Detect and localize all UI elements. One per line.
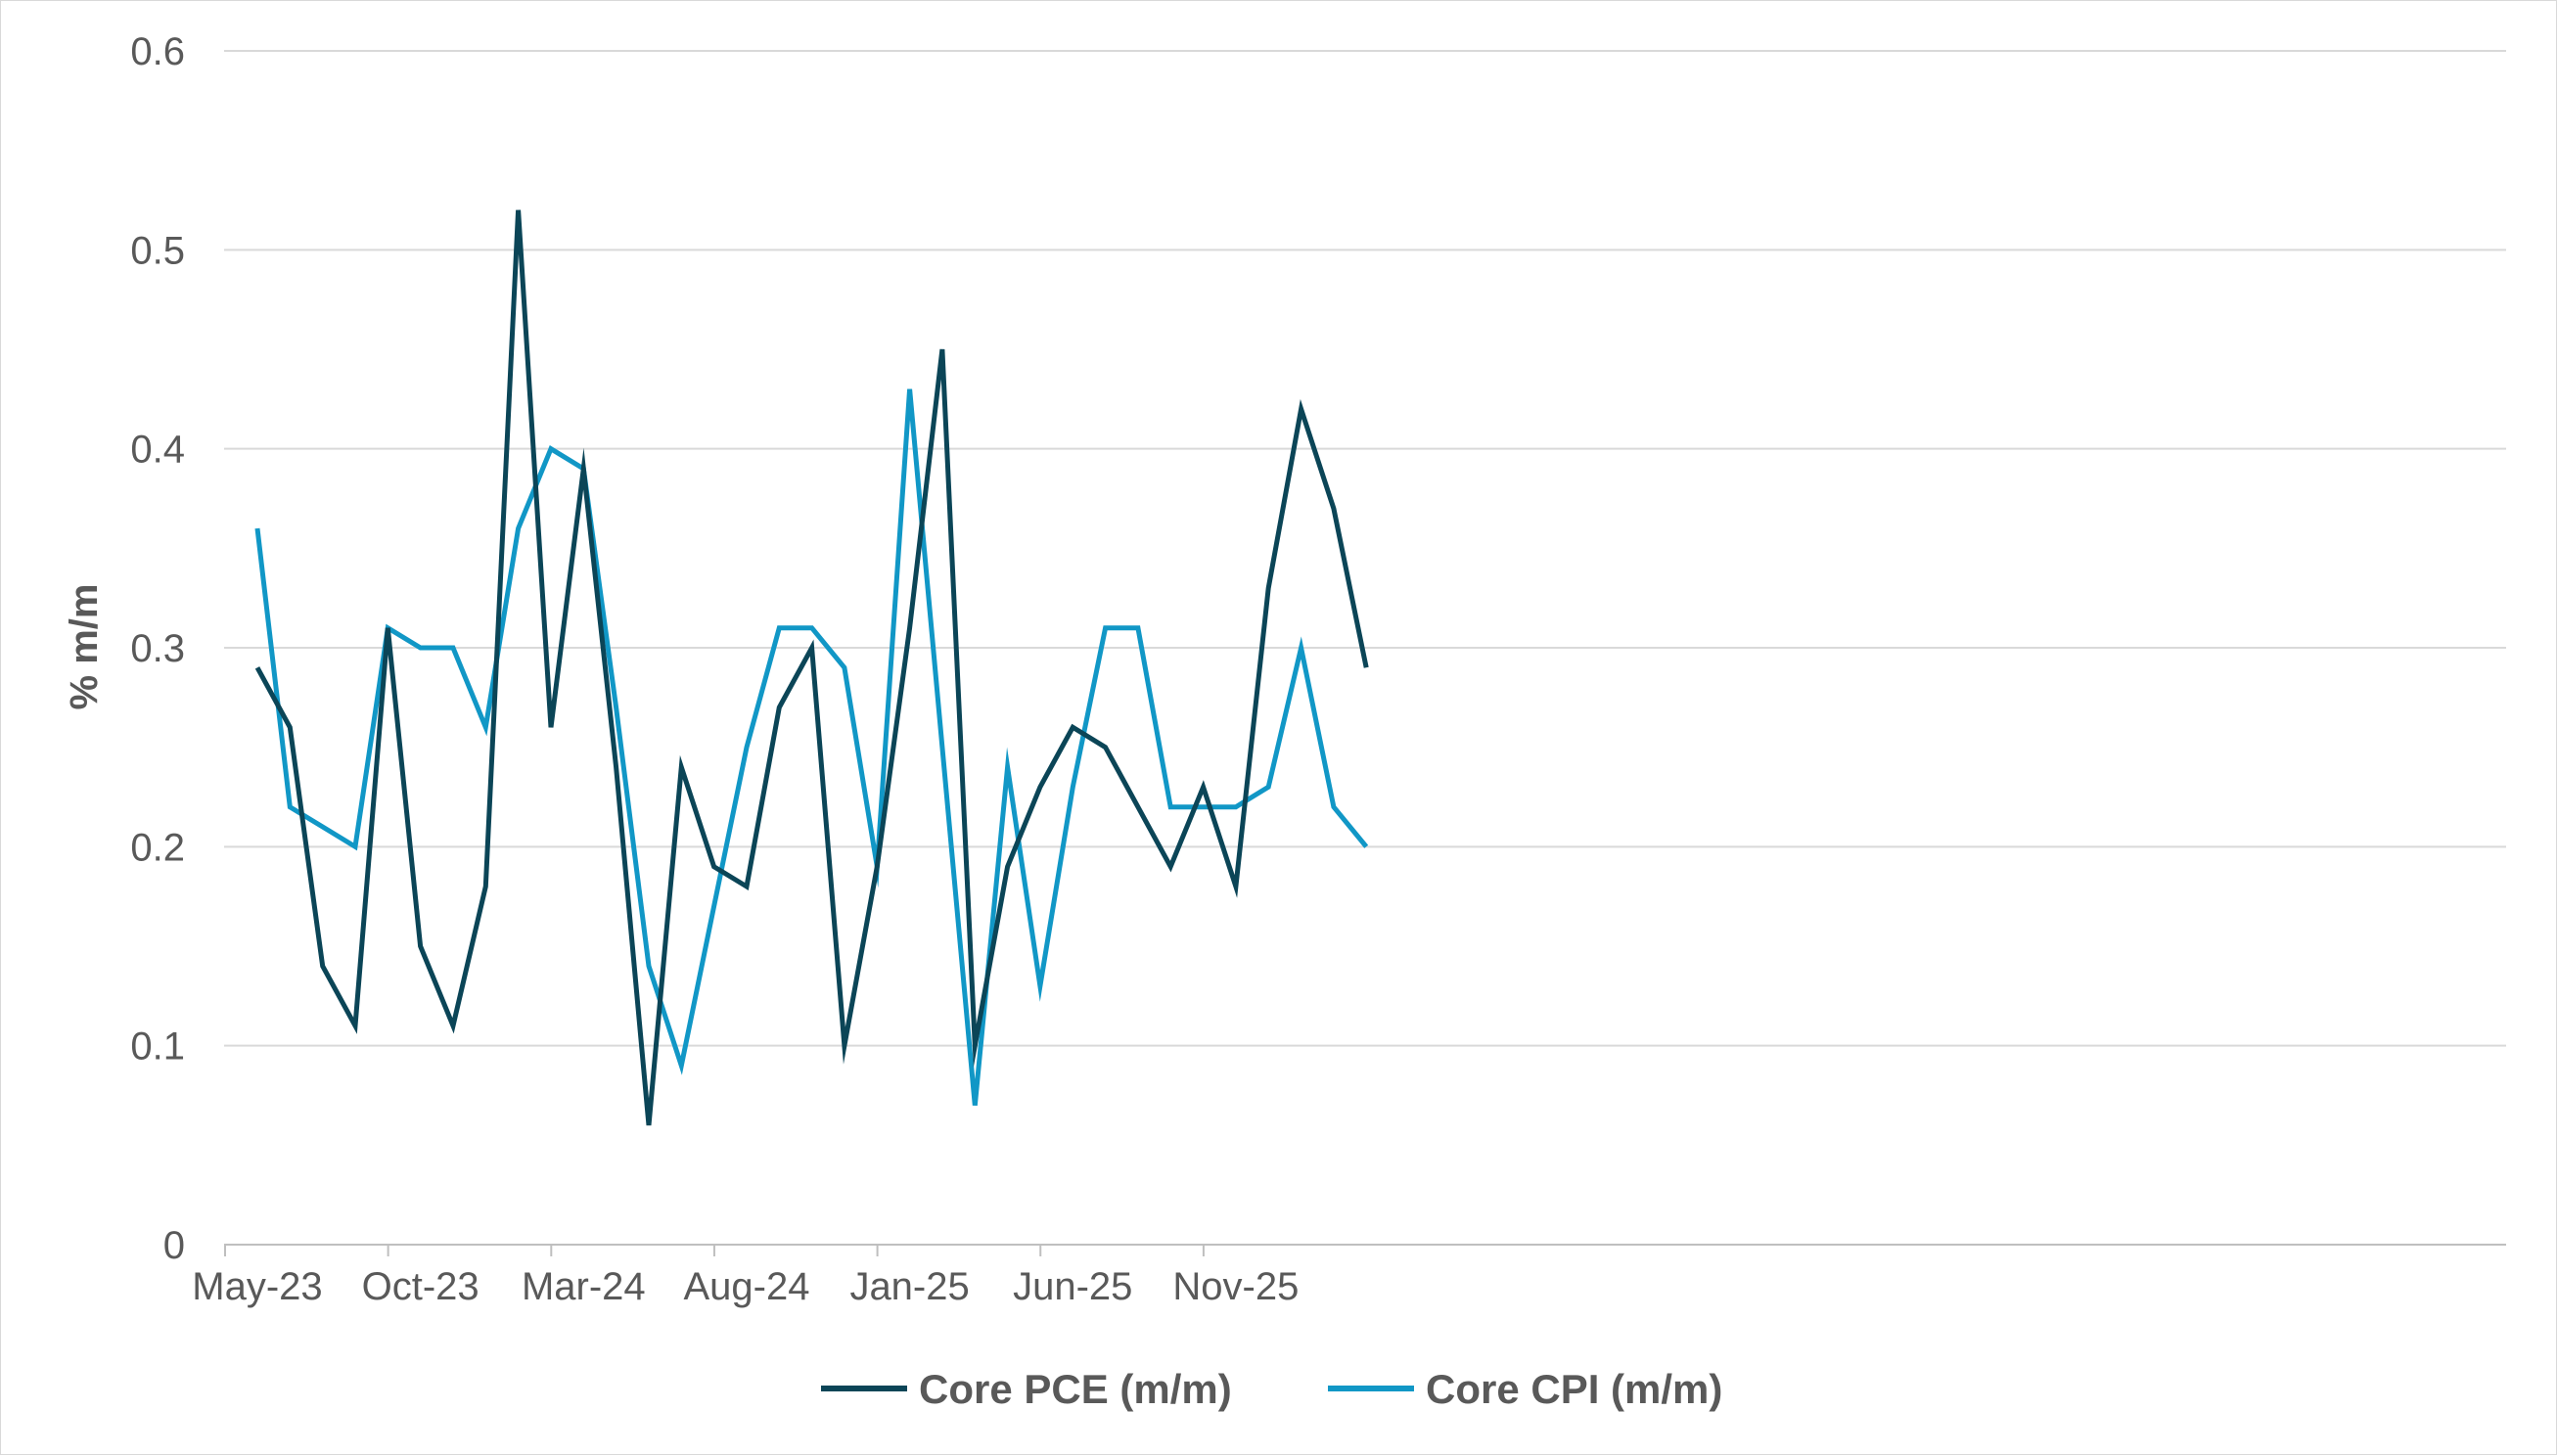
y-axis-label: % m/m [63,584,106,710]
x-tick-label: Oct-23 [362,1265,479,1308]
legend: Core PCE (m/m) Core CPI (m/m) [821,1366,1722,1412]
y-tick-labels: 0 0.1 0.2 0.3 0.4 0.5 0.6 [130,30,185,1267]
x-tick-label: Aug-24 [683,1265,809,1308]
y-tick-label: 0.6 [130,30,185,73]
legend-label-core-pce: Core PCE (m/m) [919,1366,1232,1412]
y-tick-label: 0.1 [130,1025,185,1069]
x-tick-label: May-23 [192,1265,322,1308]
series-lines [254,209,1369,1126]
legend-label-core-cpi: Core CPI (m/m) [1426,1366,1722,1412]
y-tick-label: 0.3 [130,627,185,670]
series-line-core-cpi [254,388,1369,1106]
y-tick-label: 0.2 [130,826,185,869]
y-tick-label: 0.4 [130,429,185,472]
x-tick-label: Jan-25 [849,1265,969,1308]
x-tick-label: Jun-25 [1013,1265,1132,1308]
gridlines [224,50,2506,1047]
series-line-core-pce [254,209,1369,1126]
x-tick-label: Mar-24 [522,1265,646,1308]
x-tick-label: Nov-25 [1172,1265,1299,1308]
x-axis: May-23 Oct-23 Mar-24 Aug-24 Jan-25 Jun-25 Nov-… [192,1244,2506,1308]
y-tick-label: 0.5 [130,229,185,272]
y-tick-label: 0 [163,1224,185,1267]
